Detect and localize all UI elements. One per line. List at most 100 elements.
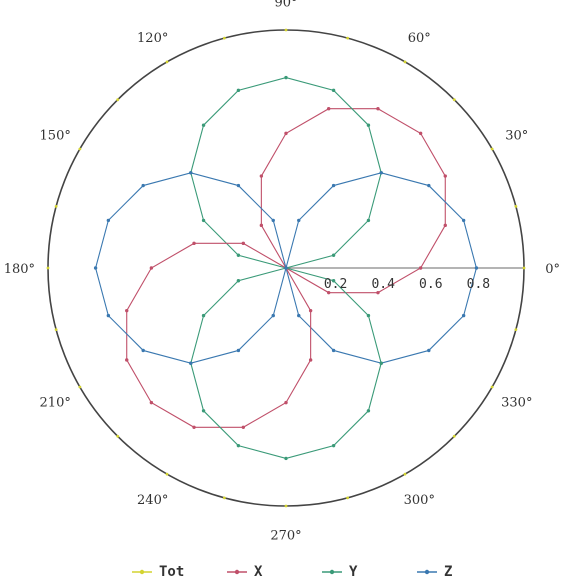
angle-tick-label: 120° bbox=[137, 31, 168, 46]
angle-tick-label: 240° bbox=[137, 493, 168, 508]
legend-label: Z bbox=[444, 564, 452, 580]
legend-item-tot: Tot bbox=[132, 564, 184, 580]
data-point bbox=[443, 223, 447, 228]
data-point bbox=[331, 443, 336, 448]
data-point bbox=[192, 425, 196, 429]
data-point bbox=[331, 183, 336, 188]
data-point bbox=[125, 308, 129, 313]
data-point bbox=[236, 279, 241, 283]
legend: Tot X Y Z bbox=[132, 564, 452, 580]
data-point bbox=[346, 496, 349, 500]
data-point bbox=[284, 75, 288, 80]
data-point bbox=[236, 183, 241, 188]
data-point bbox=[376, 107, 380, 111]
data-point bbox=[78, 385, 82, 389]
data-point bbox=[271, 313, 275, 318]
data-point bbox=[522, 266, 526, 270]
data-point bbox=[308, 308, 313, 313]
angle-tick-label: 60° bbox=[408, 31, 431, 46]
angle-tick-label: 0° bbox=[545, 262, 560, 277]
data-point bbox=[223, 496, 226, 500]
angle-tick-label: 180° bbox=[4, 262, 35, 277]
data-point bbox=[165, 60, 169, 64]
radial-tick-label: 0.4 bbox=[371, 277, 395, 292]
data-point bbox=[461, 313, 466, 318]
data-point bbox=[331, 253, 336, 257]
axis-labels: 0° 30° 60° 90° 120° 150° 180° 210° 240° 270° 300° 3… bbox=[4, 0, 560, 544]
data-point bbox=[366, 218, 371, 223]
data-point bbox=[418, 131, 423, 136]
data-point bbox=[236, 88, 241, 93]
angle-tick-label: 90° bbox=[274, 0, 297, 10]
radial-tick-label: 0.6 bbox=[419, 277, 442, 292]
data-point bbox=[514, 205, 518, 208]
data-point bbox=[346, 36, 349, 40]
legend-item-x: X bbox=[227, 564, 263, 580]
data-point bbox=[189, 361, 193, 365]
angle-tick-label: 270° bbox=[270, 529, 301, 544]
data-point bbox=[376, 290, 380, 295]
data-point bbox=[284, 28, 288, 32]
data-point bbox=[259, 223, 264, 228]
legend-swatch-marker bbox=[234, 569, 240, 575]
data-point bbox=[125, 358, 129, 362]
data-point bbox=[297, 313, 301, 318]
legend-label: X bbox=[254, 564, 263, 580]
data-point bbox=[284, 456, 288, 461]
data-point bbox=[452, 98, 456, 102]
legend-swatch-marker bbox=[424, 569, 430, 575]
data-point bbox=[366, 313, 371, 318]
data-point bbox=[149, 266, 154, 270]
data-point bbox=[259, 174, 264, 178]
legend-item-y: Y bbox=[322, 564, 358, 580]
data-point bbox=[366, 123, 371, 127]
data-point bbox=[284, 131, 288, 136]
data-point bbox=[379, 361, 383, 365]
data-point bbox=[418, 266, 423, 270]
data-point bbox=[106, 218, 111, 223]
angle-tick-label: 330° bbox=[501, 395, 532, 410]
angle-tick-label: 300° bbox=[404, 493, 435, 508]
legend-label: Tot bbox=[159, 564, 184, 580]
data-point bbox=[443, 174, 447, 178]
data-point bbox=[54, 328, 58, 331]
data-point bbox=[366, 409, 371, 413]
data-point bbox=[201, 313, 206, 318]
data-point bbox=[284, 400, 288, 405]
angle-tick-label: 150° bbox=[40, 129, 71, 144]
radial-tick-label: 0.8 bbox=[467, 277, 490, 292]
series-tot-0 bbox=[46, 28, 526, 508]
data-point bbox=[474, 266, 479, 270]
legend-item-z: Z bbox=[417, 564, 452, 580]
legend-label: Y bbox=[349, 564, 358, 580]
data-point bbox=[379, 171, 383, 175]
data-point bbox=[192, 241, 196, 246]
data-point bbox=[141, 348, 145, 353]
data-point bbox=[326, 107, 331, 111]
data-point bbox=[271, 218, 275, 223]
data-point bbox=[452, 434, 456, 438]
data-point bbox=[149, 400, 154, 405]
radial-tick-label: 0.2 bbox=[324, 277, 347, 292]
angle-tick-label: 210° bbox=[40, 395, 71, 410]
data-point bbox=[106, 313, 111, 318]
data-point bbox=[331, 348, 336, 353]
data-point bbox=[236, 348, 241, 353]
data-point bbox=[490, 385, 494, 389]
data-point bbox=[189, 171, 193, 175]
angle-tick-label: 30° bbox=[505, 129, 528, 144]
data-point bbox=[223, 36, 226, 40]
legend-swatch-marker bbox=[329, 569, 335, 575]
data-point bbox=[514, 328, 518, 331]
data-point bbox=[427, 348, 431, 353]
data-point bbox=[490, 147, 494, 151]
series-z-6 bbox=[93, 171, 288, 365]
data-point bbox=[201, 218, 206, 223]
series-y-5 bbox=[189, 266, 383, 461]
data-point bbox=[46, 266, 50, 270]
data-point bbox=[326, 290, 331, 295]
data-point bbox=[201, 123, 206, 127]
data-point bbox=[403, 472, 407, 476]
